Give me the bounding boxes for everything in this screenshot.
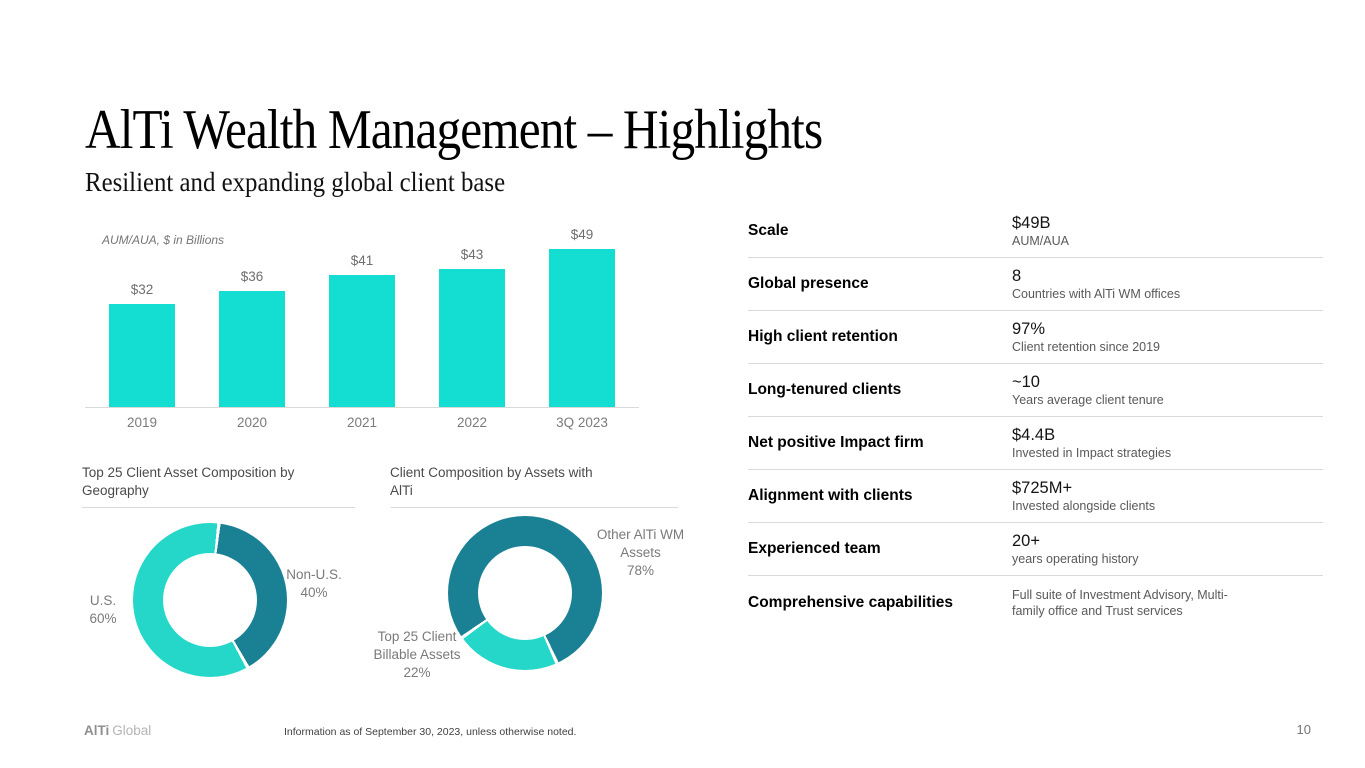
highlights-table: Scale $49B AUM/AUA Global presence 8 Countrie… [748,205,1323,629]
bar-category-label: 2019 [126,415,158,430]
donut-geography-rule [82,507,355,508]
table-row-label: Experienced team [748,540,881,557]
donut-label-top25-name: Top 25 Client Billable Assets [373,629,461,662]
table-row-value-sub: Invested in Impact strategies [1012,446,1172,460]
bar-chart-baseline [85,407,639,408]
table-row-value: 20+ years operating history [1012,524,1323,574]
table-row-value: Full suite of Investment Advisory, Multi… [1012,580,1323,626]
table-row: Alignment with clients $725M+ Invested alo… [748,470,1323,523]
table-row-label: Net positive Impact firm [748,434,924,451]
bar-2019 [109,304,175,407]
donut-label-us: U.S. 60% [72,592,134,628]
donut-label-non-us-pct: 40% [300,585,328,600]
table-row-label: Comprehensive capabilities [748,593,954,611]
bar-value-label: $43 [460,247,484,262]
table-row: Global presence 8 Countries with AlTi WM o… [748,258,1323,311]
donut-label-us-name: U.S. [89,593,117,608]
table-row-value: ~10 Years average client tenure [1012,365,1323,415]
bar-category-label: 2022 [456,415,488,430]
aum-bar-chart: $32 2019 $36 2020 $41 2021 $43 2022 $49 3Q 2023 A… [85,225,641,437]
table-row: Scale $49B AUM/AUA [748,205,1323,258]
table-row-value: $49B AUM/AUA [1012,206,1323,256]
bar-category-label: 2021 [346,415,378,430]
page-title: AlTi Wealth Management – Highlights [85,99,823,161]
bar-value-label: $36 [240,269,264,284]
table-row-label: Scale [748,222,789,239]
donut-label-other-assets-pct: 78% [626,563,655,578]
footnote: Information as of September 30, 2023, un… [284,726,577,738]
table-row: Long-tenured clients ~10 Years average cli… [748,364,1323,417]
table-row: Experienced team 20+ years operating histo… [748,523,1323,576]
table-row: High client retention 97% Client retention… [748,311,1323,364]
table-row-label: Global presence [748,275,869,292]
page-number: 10 [1296,722,1311,737]
table-row-value-main: 8 [1012,267,1022,285]
table-row-value-main: 97% [1012,320,1046,338]
bar-value-label: $49 [570,227,594,242]
bar-value-label: $41 [350,253,374,268]
table-row-value: 97% Client retention since 2019 [1012,312,1323,362]
table-row: Net positive Impact firm $4.4B Invested in… [748,417,1323,470]
table-row-label: Long-tenured clients [748,381,902,398]
bar-2022 [439,269,505,407]
logo-global: Global [112,723,152,738]
table-row-value-sub: years operating history [1012,552,1139,566]
donut-label-top25: Top 25 Client Billable Assets 22% [362,628,472,682]
donut-label-us-pct: 60% [89,611,117,626]
alti-global-logo: AlTi Global [84,723,151,738]
table-row-value: $725M+ Invested alongside clients [1012,471,1323,521]
table-row-label: Alignment with clients [748,487,913,504]
bar-2021 [329,275,395,407]
table-row-value-sub: Years average client tenure [1012,393,1164,407]
donut-label-non-us: Non-U.S. 40% [278,566,350,602]
donut-label-other-assets-name: Other AlTi WM Assets [596,527,685,560]
bar-3Q 2023 [549,249,615,407]
bar-chart-label: AUM/AUA, $ in Billions [102,233,225,247]
page-subtitle: Resilient and expanding global client ba… [85,167,506,197]
table-row-value-main: ~10 [1012,373,1040,391]
table-row-value-sub: Client retention since 2019 [1012,340,1161,354]
bar-2020 [219,291,285,407]
table-row-value-main: 20+ [1012,532,1040,550]
bar-chart-area: $32 2019 $36 2020 $41 2021 $43 2022 $49 3Q 2023 [85,225,641,430]
donut-label-non-us-name: Non-U.S. [286,567,342,582]
logo-alti: AlTi [84,723,110,738]
table-row-value: 8 Countries with AlTi WM offices [1012,259,1323,309]
table-row-value-main: $725M+ [1012,479,1073,497]
table-row-value-sub: AUM/AUA [1012,234,1069,248]
donut-assets-header: Client Composition by Assets with AlTi [390,465,593,498]
donut-geography-header: Top 25 Client Asset Composition by Geogr… [82,465,295,498]
table-row-label: High client retention [748,328,898,345]
donut-assets-rule [391,507,678,508]
table-row-value-sub: Countries with AlTi WM offices [1012,287,1181,301]
donut-chart-assets [448,516,602,670]
table-row-value: $4.4B Invested in Impact strategies [1012,418,1323,468]
table-row-value-sub: Full suite of Investment Advisory, Multi… [1012,587,1228,618]
donut-label-other-assets: Other AlTi WM Assets 78% [588,526,693,580]
table-row: Comprehensive capabilities Full suite of … [748,576,1323,629]
bar-category-label: 3Q 2023 [556,415,608,430]
donut-label-top25-pct: 22% [403,665,431,680]
bar-category-label: 2020 [236,415,268,430]
table-row-value-sub: Invested alongside clients [1012,499,1156,513]
table-row-value-main: $4.4B [1012,426,1056,444]
bar-value-label: $32 [130,282,154,297]
table-row-value-main: $49B [1012,214,1051,232]
donut-chart-geography [133,523,287,677]
